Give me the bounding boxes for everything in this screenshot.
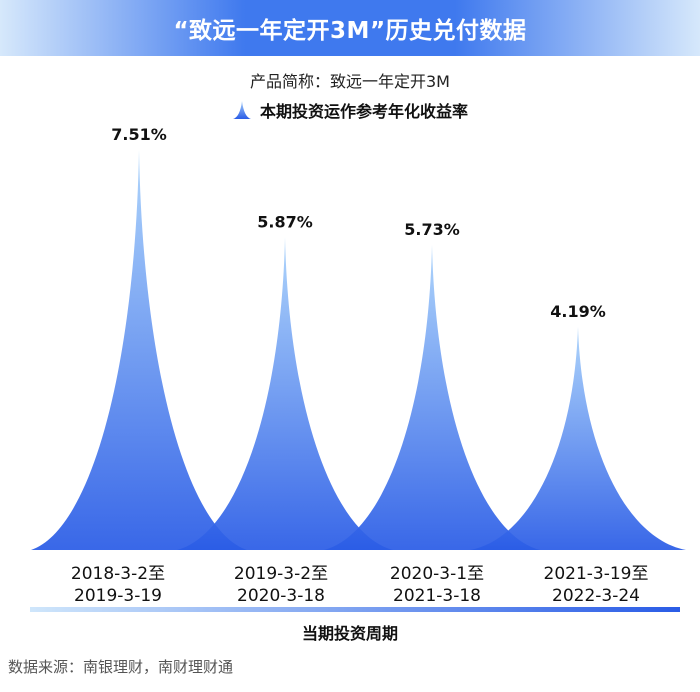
bar-peak-1 — [31, 150, 247, 550]
legend-label: 本期投资运作参考年化收益率 — [259, 102, 468, 121]
data-label-1: 7.51% — [111, 125, 167, 144]
x-axis-title: 当期投资周期 — [301, 624, 398, 643]
x-tick-label-2-line-2: 2020-3-18 — [237, 586, 325, 606]
x-tick-label-4-line-1: 2021-3-19至 — [544, 564, 649, 584]
x-tick-label-1-line-1: 2018-3-2至 — [71, 564, 165, 584]
data-label-4: 4.19% — [550, 302, 606, 321]
x-axis-bar — [30, 607, 680, 612]
x-tick-label-2-line-1: 2019-3-2至 — [234, 564, 328, 584]
chart-labels: 7.51%2018-3-2至2019-3-195.87%2019-3-2至202… — [71, 125, 649, 606]
data-source: 数据来源：南银理财，南财理财通 — [8, 658, 234, 676]
title-banner: “致远一年定开3M”历史兑付数据 — [0, 0, 700, 56]
bar-peak-4 — [470, 326, 686, 550]
data-label-3: 5.73% — [404, 220, 460, 239]
legend-swatch-icon — [232, 101, 251, 119]
bar-peak-3 — [324, 244, 540, 550]
chart-subtitle: 产品简称：致远一年定开3M — [250, 72, 450, 91]
x-tick-label-4-line-2: 2022-3-24 — [552, 586, 640, 606]
x-tick-label-3-line-1: 2020-3-1至 — [390, 564, 484, 584]
chart-title: “致远一年定开3M”历史兑付数据 — [173, 18, 527, 44]
chart-marks — [31, 150, 686, 550]
bar-peak-2 — [177, 237, 393, 550]
x-tick-label-3-line-2: 2021-3-18 — [393, 586, 481, 606]
x-tick-label-1-line-2: 2019-3-19 — [74, 586, 162, 606]
data-label-2: 5.87% — [257, 212, 313, 231]
legend: 本期投资运作参考年化收益率 — [0, 98, 700, 122]
